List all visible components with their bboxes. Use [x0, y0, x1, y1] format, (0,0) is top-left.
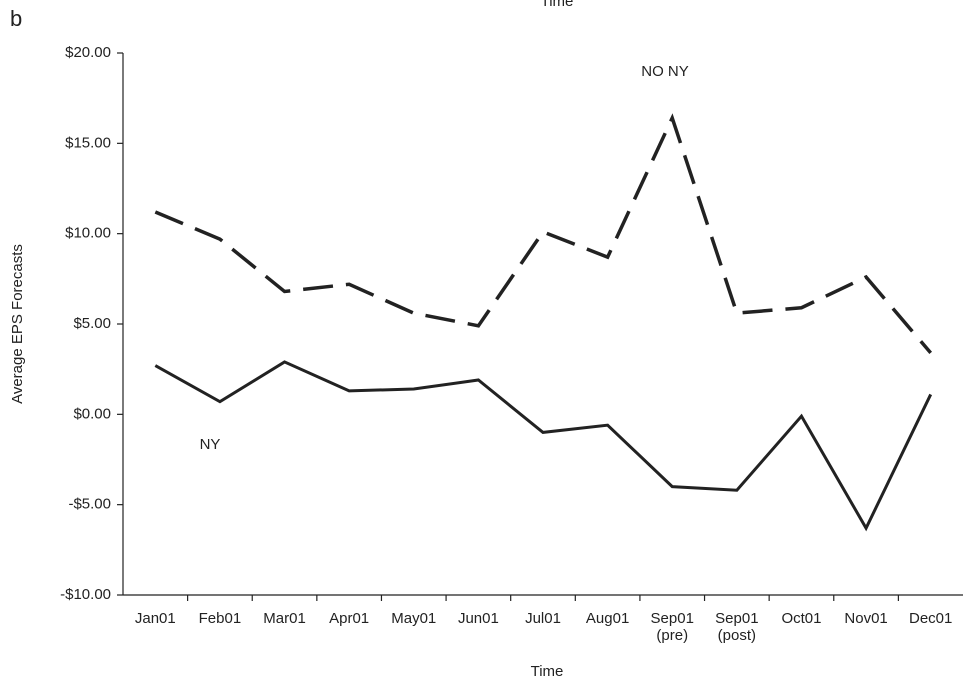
x-tick-label: Jan01: [135, 610, 176, 627]
series-label: NO NY: [641, 63, 689, 80]
x-tick-label: Sep01 (pre): [651, 610, 694, 644]
y-tick-label: $0.00: [73, 405, 111, 422]
x-tick-label: Feb01: [199, 610, 242, 627]
x-tick-label: Oct01: [781, 610, 821, 627]
x-tick-label: Dec01: [909, 610, 952, 627]
x-tick-label: Mar01: [263, 610, 306, 627]
series-line: [154, 113, 933, 355]
y-tick-label: -$10.00: [60, 586, 111, 603]
series-line: [154, 360, 933, 532]
x-tick-label: Apr01: [329, 610, 369, 627]
y-tick-label: -$5.00: [68, 496, 111, 513]
x-tick-label: Aug01: [586, 610, 629, 627]
x-tick-label: Nov01: [844, 610, 887, 627]
x-axis-label: Time: [531, 663, 564, 680]
panel-label: b: [10, 6, 22, 31]
x-tick-label: Sep01 (post): [715, 610, 758, 644]
series-label: NY: [200, 436, 221, 453]
y-tick-label: $15.00: [65, 134, 111, 151]
y-tick-label: $20.00: [65, 44, 111, 61]
y-tick-label: $10.00: [65, 225, 111, 242]
y-tick-label: $5.00: [73, 315, 111, 332]
x-tick-label: Jun01: [458, 610, 499, 627]
x-tick-label: Jul01: [525, 610, 561, 627]
y-axis-label: Average EPS Forecasts: [9, 244, 26, 404]
x-tick-label: May01: [391, 610, 436, 627]
top-axis-label: Time: [541, 0, 574, 10]
